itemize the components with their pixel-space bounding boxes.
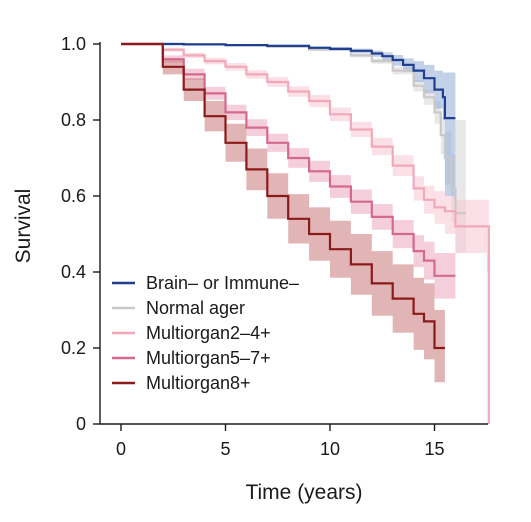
legend-item: Brain– or Immune– (112, 273, 299, 293)
legend: Brain– or Immune– Normal ager Multiorgan2–… (112, 273, 299, 393)
survival-line-multiorgan5-7 (121, 42, 456, 277)
y-tick-label: 0.4 (61, 262, 86, 282)
survival-line-multiorgan2-4 (121, 42, 490, 424)
legend-label: Normal ager (146, 298, 245, 318)
ci-band-multiorgan8 (121, 44, 445, 383)
legend-label: Brain– or Immune– (146, 273, 299, 293)
y-tick-label: 1.0 (61, 34, 86, 54)
y-tick-label: 0.8 (61, 110, 86, 130)
legend-item: Multiorgan5–7+ (112, 348, 271, 368)
survival-line-multiorgan8 (121, 42, 445, 350)
legend-label: Multiorgan5–7+ (146, 348, 271, 368)
legend-label: Multiorgan8+ (146, 373, 251, 393)
x-axis-title: Time (years) (245, 481, 362, 504)
confidence-bands (121, 44, 489, 424)
y-ticks: 0 0.2 0.4 0.6 0.8 1.0 (61, 34, 100, 434)
y-axis-title: Survival (12, 189, 35, 264)
survival-line-brain-or-immune (121, 42, 456, 120)
axes (99, 42, 488, 425)
y-tick-label: 0.6 (61, 186, 86, 206)
x-tick-label: 0 (116, 439, 126, 459)
x-ticks: 0 5 10 15 (116, 424, 445, 459)
survival-curves (121, 42, 490, 424)
x-tick-label: 5 (220, 439, 230, 459)
legend-item: Multiorgan2–4+ (112, 323, 271, 343)
y-tick-label: 0.2 (61, 338, 86, 358)
x-tick-label: 10 (320, 439, 340, 459)
y-tick-label: 0 (76, 414, 86, 434)
legend-label: Multiorgan2–4+ (146, 323, 271, 343)
x-tick-label: 15 (424, 439, 444, 459)
legend-item: Multiorgan8+ (112, 373, 251, 393)
legend-item: Normal ager (112, 298, 245, 318)
